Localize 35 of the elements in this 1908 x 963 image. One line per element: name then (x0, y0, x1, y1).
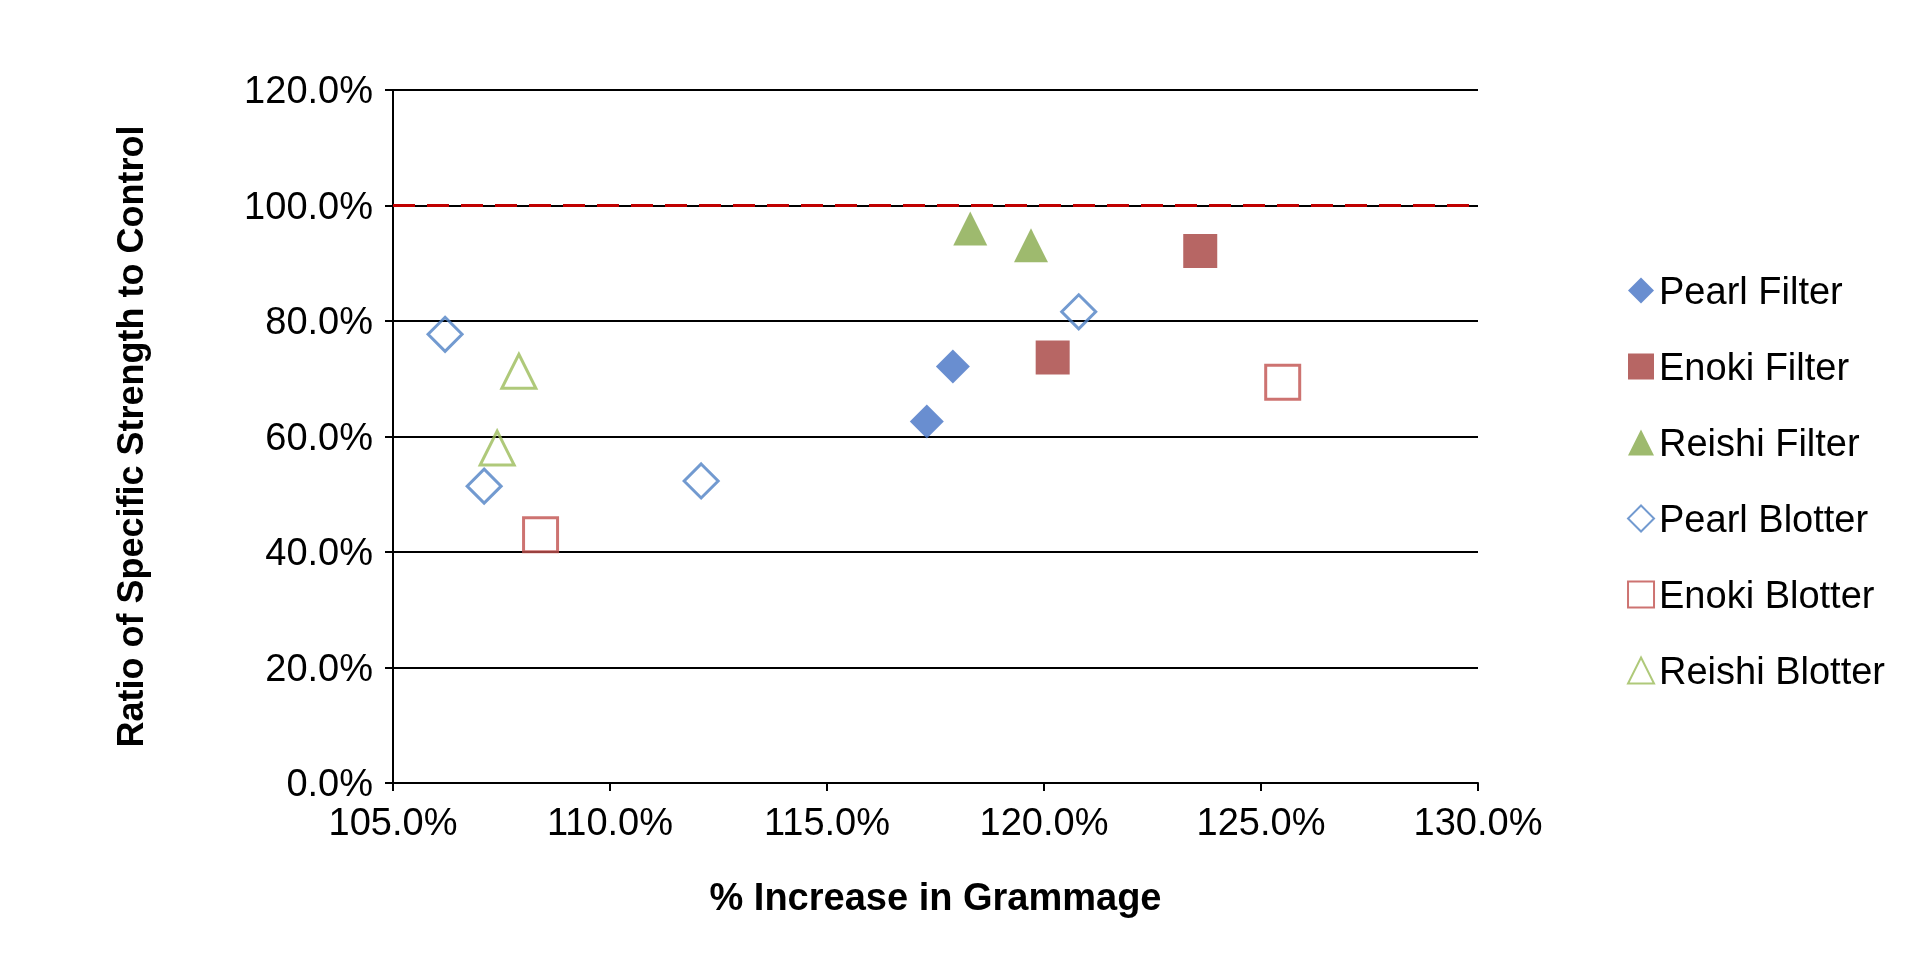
x-axis-title: % Increase in Grammage (709, 876, 1162, 918)
legend-label: Enoki Filter (1659, 345, 1850, 388)
legend-label: Reishi Filter (1659, 421, 1860, 464)
point (522, 516, 560, 554)
legend-label: Enoki Blotter (1659, 573, 1875, 616)
point (953, 211, 988, 246)
y-tick-label: 0.0% (286, 762, 373, 804)
point (935, 349, 970, 384)
point (1264, 363, 1302, 401)
x-tick-label: 110.0% (546, 801, 674, 843)
y-tick-label: 40.0% (265, 531, 373, 573)
y-tick-label: 100.0% (244, 184, 373, 227)
point (1183, 234, 1218, 269)
y-tick-label: 120.0% (244, 69, 373, 111)
x-tick-label: 120.0% (979, 801, 1109, 843)
point (500, 352, 538, 390)
point (909, 404, 944, 439)
x-tick-label: 115.0% (763, 801, 891, 843)
point (426, 315, 464, 353)
y-tick-label: 80.0% (265, 300, 373, 342)
legend-label: Pearl Filter (1659, 269, 1844, 312)
x-tick-label: 130.0% (1413, 801, 1543, 843)
y-tick-label: 20.0% (265, 646, 373, 689)
x-tick-label: 105.0% (328, 801, 458, 843)
y-tick-label: 60.0% (265, 415, 373, 458)
y-axis-title: Ratio of Specific Strength to Control (109, 125, 151, 748)
point (1013, 228, 1048, 263)
legend-label: Reishi Blotter (1659, 649, 1886, 692)
point (478, 429, 516, 467)
point (1060, 293, 1098, 331)
point (682, 462, 720, 500)
legend-label: Pearl Blotter (1659, 497, 1869, 540)
point (1035, 340, 1070, 375)
point (465, 467, 503, 505)
x-tick-label: 125.0% (1196, 801, 1326, 843)
